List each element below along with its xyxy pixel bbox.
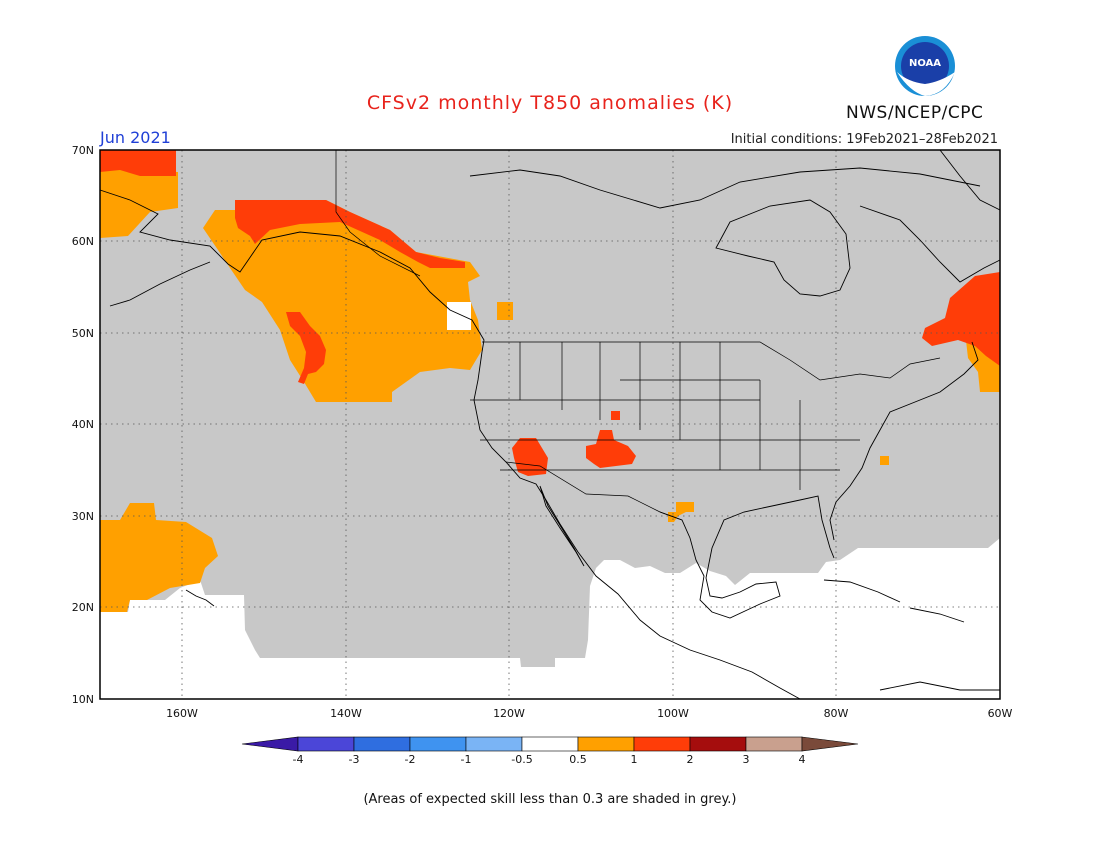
borders-us-states: [470, 342, 860, 490]
anomaly-region-arctic-nw: [100, 150, 176, 176]
anomaly-region-bc-offshore: [497, 302, 513, 320]
lon-label: 60W: [988, 707, 1013, 720]
colorbar-swatch: [353, 736, 411, 752]
anomaly-region-nevada: [512, 438, 548, 476]
anomaly-region-quebec: [922, 272, 1000, 366]
colorbar-label: 2: [687, 753, 694, 766]
coastline-west-coast: [473, 351, 801, 700]
lon-label: 140W: [330, 707, 362, 720]
longitude-labels: 160W 140W 120W 100W 80W 60W: [166, 707, 1012, 720]
anomaly-region-new-mexico: [586, 430, 636, 468]
colorbar-swatch: [689, 736, 747, 752]
colorbar-label: -1: [461, 753, 472, 766]
noaa-logo: NOAA: [895, 36, 955, 96]
anomaly-region-chukotka: [100, 168, 178, 238]
anomaly-region-subtropical-pacific: [100, 503, 218, 612]
colorbar-label: -4: [293, 753, 304, 766]
blank-cell-bc: [447, 302, 471, 330]
forecast-period: Jun 2021: [100, 128, 171, 147]
noaa-logo-text: NOAA: [909, 58, 941, 69]
border-us-canada: [482, 341, 941, 381]
coastline-alaska: [99, 189, 485, 353]
lon-label: 80W: [824, 707, 849, 720]
anomaly-region-gulf-of-alaska: [235, 190, 465, 268]
anomaly-region-colorado-cell: [611, 411, 620, 420]
skill-footnote: (Areas of expected skill less than 0.3 a…: [363, 792, 737, 807]
lon-label: 120W: [493, 707, 525, 720]
lat-label: 30N: [72, 510, 94, 523]
graticule: [100, 150, 1000, 699]
map-title: CFSv2 monthly T850 anomalies (K): [366, 92, 734, 114]
coastline-baja: [539, 485, 585, 567]
coastline-gulf: [659, 495, 835, 619]
initial-conditions: Initial conditions: 19Feb2021–28Feb2021: [730, 132, 998, 147]
colorbar-label: 3: [743, 753, 750, 766]
political-borders: [335, 150, 941, 521]
latitude-labels: 70N 60N 50N 40N 30N 20N 10N: [72, 144, 94, 706]
lat-label: 20N: [72, 601, 94, 614]
colorbar-swatch: [745, 736, 803, 752]
border-alaska-canada: [335, 150, 421, 277]
coastline-east-coast: [829, 341, 979, 541]
colorbar-min-arrow: [241, 736, 299, 752]
colorbar: -4 -3 -2 -1 -0.5 0.5 1 2 3 4: [241, 736, 859, 766]
colorbar-swatch: [633, 736, 691, 752]
colorbar-label: -2: [405, 753, 416, 766]
agency-label: NWS/NCEP/CPC: [846, 103, 984, 123]
colorbar-swatch: [409, 736, 467, 752]
colorbar-swatch: [297, 736, 355, 752]
colorbar-label: -0.5: [511, 753, 532, 766]
coastline-cuba: [823, 579, 901, 603]
anomaly-region-mid-atlantic: [880, 456, 889, 465]
colorbar-swatch: [465, 736, 523, 752]
lon-label: 160W: [166, 707, 198, 720]
lat-label: 60N: [72, 235, 94, 248]
colorbar-swatch: [521, 736, 579, 752]
coastline-arctic-islands: [469, 167, 981, 209]
colorbar-label: -3: [349, 753, 360, 766]
coastline-hudson-bay: [715, 199, 851, 297]
anomaly-1-2-regions: [100, 150, 1000, 476]
coastline-caribbean: [879, 607, 1000, 691]
anomaly-region-pacific-plume: [286, 312, 326, 384]
coastline-labrador: [859, 205, 1001, 283]
coastline-greenland: [939, 149, 1001, 211]
lon-label: 100W: [657, 707, 689, 720]
colorbar-max-arrow: [801, 736, 859, 752]
lat-label: 40N: [72, 418, 94, 431]
coastline-hawaii: [185, 589, 215, 607]
lat-label: 70N: [72, 144, 94, 157]
border-us-mexico: [505, 461, 683, 521]
lat-label: 50N: [72, 327, 94, 340]
plot-frame: [99, 149, 1001, 700]
colorbar-swatch: [577, 736, 635, 752]
colorbar-label: 1: [631, 753, 638, 766]
colorbar-label: 0.5: [569, 753, 587, 766]
lat-label: 10N: [72, 693, 94, 706]
colorbar-label: 4: [799, 753, 806, 766]
coastline-aleutians: [109, 261, 211, 307]
coastlines: [99, 149, 1001, 700]
